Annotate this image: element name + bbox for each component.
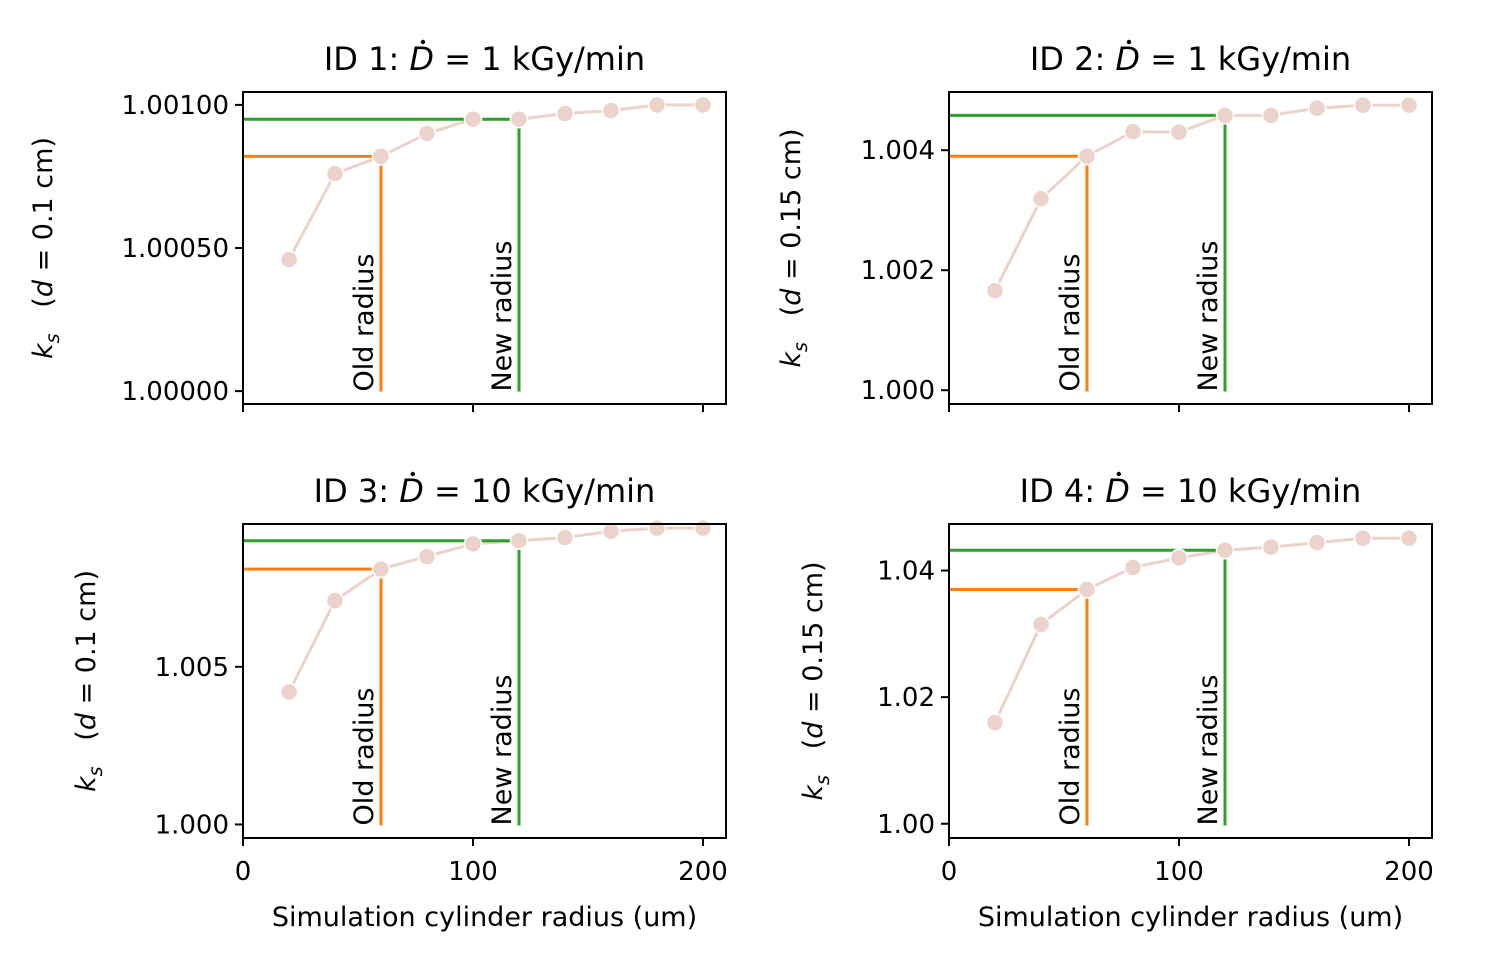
x-axis-label: Simulation cylinder radius (um) <box>272 902 697 933</box>
data-point <box>693 95 713 115</box>
new-radius-label: New radius <box>1193 674 1224 825</box>
data-point <box>1399 95 1419 115</box>
series-line <box>287 103 703 261</box>
data-point <box>1077 580 1097 599</box>
subplot-title: ID 3: D = 10 kGy/min <box>314 472 656 510</box>
data-point <box>509 531 529 550</box>
y-tick-label: 1.04 <box>877 557 935 587</box>
y-axis-label: ks (d = 0.15 cm) <box>776 128 812 367</box>
data-point <box>1215 541 1235 560</box>
x-tick-label: 0 <box>941 857 958 887</box>
dose-rate-symbol: D <box>1105 472 1130 510</box>
data-point <box>1353 528 1373 548</box>
dose-rate-dot <box>1116 471 1121 477</box>
data-point <box>601 101 621 120</box>
data-point <box>693 518 713 538</box>
data-point <box>463 109 483 129</box>
y-tick-label: 1.005 <box>155 653 229 683</box>
y-tick-label: 1.002 <box>861 256 935 286</box>
x-tick-label: 200 <box>1384 857 1434 887</box>
data-point <box>325 164 345 183</box>
data-point <box>601 522 621 541</box>
series-line <box>993 536 1409 724</box>
axes-frame <box>242 523 727 839</box>
dose-rate-dot <box>420 39 426 45</box>
data-point <box>325 591 345 610</box>
data-point <box>1307 98 1327 118</box>
old-radius-label: Old radius <box>349 687 380 825</box>
data-point <box>371 559 391 579</box>
data-point <box>555 528 575 547</box>
data-point <box>1123 122 1143 141</box>
data-point <box>985 281 1005 300</box>
dose-rate-symbol: D <box>399 472 424 510</box>
x-tick-label: 100 <box>1154 857 1204 887</box>
data-point <box>417 547 437 566</box>
data-point <box>1169 548 1189 568</box>
data-point <box>279 250 299 269</box>
x-axis-label: Simulation cylinder radius (um) <box>978 902 1403 933</box>
axes-frame <box>948 523 1433 839</box>
data-point <box>417 124 437 143</box>
data-point <box>1169 122 1189 142</box>
old-radius-label: Old radius <box>1055 687 1086 825</box>
x-tick-label: 200 <box>678 857 728 887</box>
new-radius-label: New radius <box>1193 241 1224 392</box>
old-radius-label: Old radius <box>1055 254 1086 392</box>
data-point <box>1353 95 1373 115</box>
y-tick-label: 1.00050 <box>121 234 229 264</box>
y-tick-label: 1.00100 <box>121 91 229 121</box>
data-point <box>1123 558 1143 577</box>
new-radius-label: New radius <box>487 241 518 392</box>
y-tick-label: 1.000 <box>155 810 229 840</box>
series-line <box>993 103 1409 292</box>
y-tick-label: 1.004 <box>861 136 935 166</box>
y-tick-label: 1.02 <box>877 683 935 713</box>
y-tick-label: 1.00 <box>877 810 935 840</box>
dose-rate-dot <box>1126 39 1132 45</box>
data-point <box>1261 537 1281 557</box>
y-tick-label: 1.000 <box>861 376 935 406</box>
subplot-title: ID 1: D = 1 kGy/min <box>324 40 645 78</box>
axes-frame <box>948 91 1433 405</box>
data-point <box>1307 533 1327 552</box>
new-radius-label: New radius <box>487 674 518 825</box>
old-radius-label: Old radius <box>349 254 380 392</box>
data-point <box>1031 615 1051 634</box>
subplot-title: ID 4: D = 10 kGy/min <box>1020 472 1362 510</box>
data-point <box>509 109 529 129</box>
y-axis-label: ks (d = 0.1 cm) <box>28 137 64 359</box>
data-point <box>555 104 575 123</box>
data-point <box>647 518 667 538</box>
subplot-4: ID 4: D = 10 kGy/min Old radius New radius… <box>798 471 1434 933</box>
data-point <box>371 147 391 166</box>
data-point <box>647 95 667 115</box>
x-tick-label: 0 <box>235 857 252 887</box>
data-point <box>1031 189 1051 209</box>
y-axis-label: ks (d = 0.1 cm) <box>71 570 107 792</box>
y-tick-label: 1.00000 <box>121 377 229 407</box>
y-axis-label: ks (d = 0.15 cm) <box>798 561 834 800</box>
data-point <box>985 713 1005 732</box>
subplot-title: ID 2: D = 1 kGy/min <box>1030 40 1351 78</box>
dose-rate-symbol: D <box>1115 40 1140 78</box>
subplot-1: ID 1: D = 1 kGy/min Old radius New radius 1… <box>28 39 727 412</box>
data-point <box>1215 106 1235 125</box>
series-line <box>287 526 703 693</box>
data-point <box>463 534 483 554</box>
subplot-2: ID 2: D = 1 kGy/min Old radius New radius 1… <box>776 39 1433 412</box>
dose-rate-symbol: D <box>409 40 434 78</box>
data-point <box>1077 146 1097 166</box>
data-point <box>279 682 299 702</box>
x-tick-label: 100 <box>448 857 498 887</box>
data-point <box>1399 528 1419 548</box>
subplot-3: ID 3: D = 10 kGy/min Old radius New radius… <box>71 471 728 933</box>
dose-rate-dot <box>410 471 415 477</box>
axes-frame <box>242 91 727 405</box>
data-point <box>1261 106 1281 125</box>
